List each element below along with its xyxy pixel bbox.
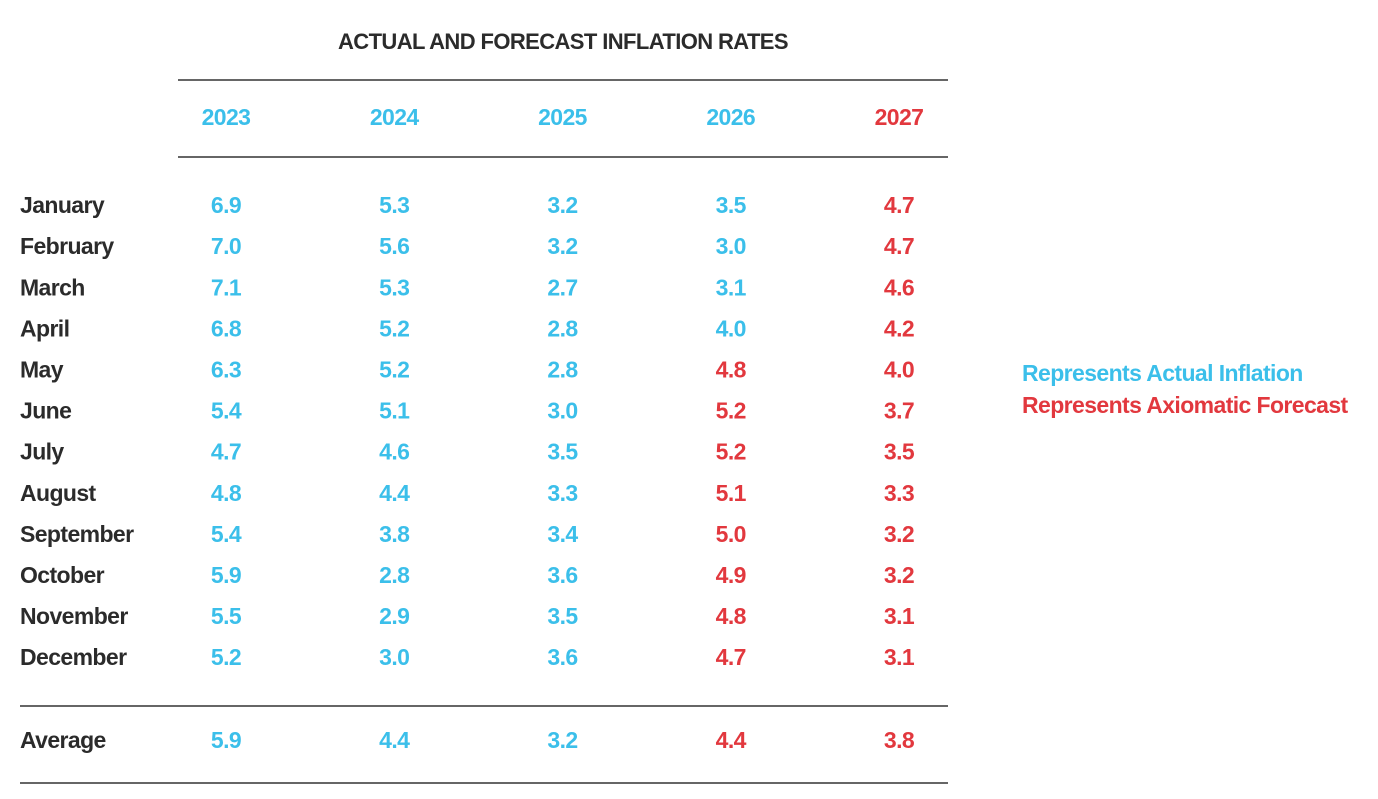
- cell-value: 4.2: [884, 315, 914, 341]
- cell-value: 3.2: [884, 562, 914, 588]
- cell-value: 3.7: [884, 398, 914, 424]
- cell-value: 5.2: [379, 315, 409, 341]
- cell-value: 5.3: [379, 192, 409, 218]
- cell-value: 4.7: [884, 192, 914, 218]
- row-label: January: [20, 192, 105, 218]
- year-header: 2023: [202, 104, 251, 130]
- cell-value: 4.8: [716, 603, 747, 629]
- cell-value: 4.6: [884, 274, 914, 300]
- cell-value: 6.9: [211, 192, 241, 218]
- cell-value: 4.6: [379, 439, 409, 465]
- cell-value: 4.7: [716, 644, 746, 670]
- year-header: 2025: [538, 104, 588, 130]
- year-header: 2024: [370, 104, 420, 130]
- row-label: May: [20, 356, 64, 382]
- cell-value: 5.9: [211, 727, 241, 753]
- cell-value: 3.3: [547, 480, 577, 506]
- cell-value: 3.6: [547, 644, 577, 670]
- row-label: April: [20, 315, 69, 341]
- cell-value: 4.0: [884, 356, 914, 382]
- row-label: June: [20, 398, 71, 424]
- row-label: March: [20, 274, 85, 300]
- cell-value: 5.6: [379, 233, 409, 259]
- legend-entry: Represents Actual Inflation: [1022, 360, 1303, 386]
- cell-value: 2.8: [547, 315, 578, 341]
- cell-value: 4.7: [884, 233, 914, 259]
- year-header: 2027: [875, 104, 924, 130]
- cell-value: 7.0: [211, 233, 241, 259]
- cell-value: 5.0: [716, 521, 746, 547]
- cell-value: 3.8: [379, 521, 410, 547]
- row-label: October: [20, 562, 105, 588]
- cell-value: 3.1: [884, 644, 915, 670]
- cell-value: 3.5: [884, 439, 915, 465]
- cell-value: 3.2: [884, 521, 914, 547]
- cell-value: 4.0: [716, 315, 746, 341]
- cell-value: 3.6: [547, 562, 577, 588]
- cell-value: 3.0: [547, 398, 577, 424]
- cell-value: 3.1: [884, 603, 915, 629]
- cell-value: 3.0: [379, 644, 409, 670]
- cell-value: 3.2: [547, 727, 577, 753]
- cell-value: 6.8: [211, 315, 242, 341]
- cell-value: 3.1: [716, 274, 747, 300]
- row-label: September: [20, 521, 134, 547]
- cell-value: 2.8: [379, 562, 410, 588]
- cell-value: 7.1: [211, 274, 242, 300]
- row-label: November: [20, 603, 128, 629]
- cell-value: 2.7: [547, 274, 577, 300]
- cell-value: 4.8: [716, 356, 747, 382]
- row-label: August: [20, 480, 97, 506]
- cell-value: 5.4: [211, 521, 242, 547]
- cell-value: 3.2: [547, 233, 577, 259]
- cell-value: 3.2: [547, 192, 577, 218]
- cell-value: 4.8: [211, 480, 242, 506]
- cell-value: 5.1: [716, 480, 747, 506]
- cell-value: 4.7: [211, 439, 241, 465]
- cell-value: 3.8: [884, 727, 915, 753]
- cell-value: 5.2: [379, 356, 409, 382]
- cell-value: 4.9: [716, 562, 746, 588]
- cell-value: 4.4: [716, 727, 747, 753]
- cell-value: 3.4: [547, 521, 578, 547]
- cell-value: 4.4: [379, 480, 410, 506]
- cell-value: 5.4: [211, 398, 242, 424]
- row-label: July: [20, 439, 64, 465]
- cell-value: 5.3: [379, 274, 409, 300]
- cell-value: 3.3: [884, 480, 914, 506]
- cell-value: 3.5: [716, 192, 747, 218]
- cell-value: 5.5: [211, 603, 242, 629]
- cell-value: 3.0: [716, 233, 746, 259]
- cell-value: 5.9: [211, 562, 241, 588]
- legend-entry: Represents Axiomatic Forecast: [1022, 392, 1349, 418]
- cell-value: 3.5: [547, 439, 578, 465]
- cell-value: 5.2: [716, 398, 746, 424]
- cell-value: 5.1: [379, 398, 410, 424]
- row-label: Average: [20, 727, 106, 753]
- cell-value: 5.2: [211, 644, 241, 670]
- year-header: 2026: [706, 104, 755, 130]
- row-label: February: [20, 233, 114, 259]
- cell-value: 5.2: [716, 439, 746, 465]
- cell-value: 4.4: [379, 727, 410, 753]
- cell-value: 2.9: [379, 603, 409, 629]
- cell-value: 6.3: [211, 356, 241, 382]
- cell-value: 3.5: [547, 603, 578, 629]
- cell-value: 2.8: [547, 356, 578, 382]
- row-label: December: [20, 644, 127, 670]
- table-title: ACTUAL AND FORECAST INFLATION RATES: [338, 29, 788, 54]
